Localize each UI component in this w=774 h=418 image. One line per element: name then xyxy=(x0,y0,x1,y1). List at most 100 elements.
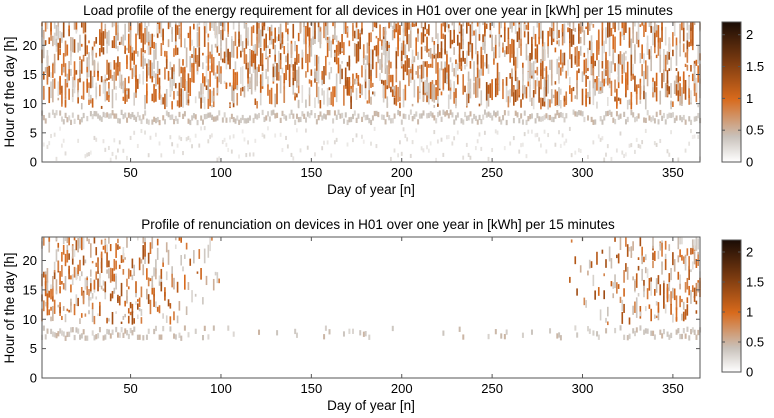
heatmap-cell xyxy=(585,300,587,308)
heatmap-cell xyxy=(140,48,143,67)
heatmap-cell xyxy=(173,311,175,321)
heatmap-cell xyxy=(100,251,103,259)
heatmap-cell xyxy=(324,325,327,331)
heatmap-cell xyxy=(52,79,54,90)
chart-2-xlabel: Day of year [n] xyxy=(327,398,415,413)
heatmap-cell xyxy=(60,116,63,122)
heatmap-cell xyxy=(623,270,625,283)
heatmap-cell xyxy=(162,97,164,105)
heatmap-cell xyxy=(169,87,172,95)
heatmap-cell xyxy=(225,49,228,70)
heatmap-cell xyxy=(127,315,130,324)
heatmap-cell xyxy=(133,92,136,106)
heatmap-cell xyxy=(136,314,139,320)
heatmap-cell xyxy=(75,267,78,281)
heatmap-cell xyxy=(158,305,161,314)
heatmap-cell xyxy=(70,298,72,313)
heatmap-cell xyxy=(634,330,637,337)
heatmap-cell xyxy=(418,74,421,92)
heatmap-cell xyxy=(682,43,685,53)
heatmap-cell xyxy=(261,22,264,27)
heatmap-cell xyxy=(183,69,186,89)
heatmap-cell xyxy=(164,50,166,57)
heatmap-cell xyxy=(281,32,284,45)
heatmap-cell xyxy=(498,116,501,122)
heatmap-cell xyxy=(554,142,557,147)
heatmap-cell xyxy=(493,22,495,28)
heatmap-cell xyxy=(77,297,79,307)
heatmap-cell xyxy=(494,37,497,59)
heatmap-cell xyxy=(572,86,575,92)
heatmap-cell xyxy=(637,292,640,297)
heatmap-cell xyxy=(279,53,282,64)
heatmap-cell xyxy=(536,112,539,119)
heatmap-cell xyxy=(666,331,669,337)
heatmap-cell xyxy=(180,22,183,37)
heatmap-cell xyxy=(86,115,89,122)
heatmap-cell xyxy=(368,90,371,104)
heatmap-cell xyxy=(355,133,358,138)
heatmap-cell xyxy=(471,43,474,59)
heatmap-cell xyxy=(122,113,125,120)
heatmap-cell xyxy=(431,37,434,43)
heatmap-cell xyxy=(465,50,468,67)
heatmap-cell xyxy=(518,88,521,95)
heatmap-cell xyxy=(691,285,694,292)
heatmap-cell xyxy=(108,268,110,279)
heatmap-cell xyxy=(442,22,445,27)
heatmap-cell xyxy=(138,74,141,84)
heatmap-cell xyxy=(97,61,99,71)
heatmap-cell xyxy=(48,309,51,316)
heatmap-cell xyxy=(310,69,313,76)
heatmap-cell xyxy=(455,64,457,78)
heatmap-cell xyxy=(77,138,80,143)
heatmap-cell xyxy=(165,51,168,59)
heatmap-cell xyxy=(122,148,125,153)
heatmap-cell xyxy=(99,47,101,57)
heatmap-cell xyxy=(516,112,519,118)
heatmap-cell xyxy=(384,119,387,125)
heatmap-cell xyxy=(643,23,645,37)
heatmap-cell xyxy=(485,93,488,109)
heatmap-cell xyxy=(82,292,85,305)
heatmap-cell xyxy=(165,242,168,253)
heatmap-cell xyxy=(397,109,400,116)
heatmap-cell xyxy=(610,27,613,37)
heatmap-cell xyxy=(117,148,119,153)
heatmap-cell xyxy=(131,112,134,118)
heatmap-cell xyxy=(55,110,58,116)
heatmap-cell xyxy=(118,295,121,306)
heatmap-cell xyxy=(446,67,448,79)
heatmap-cell xyxy=(612,34,615,50)
heatmap-cell xyxy=(158,281,161,286)
heatmap-cell xyxy=(670,83,672,97)
heatmap-cell xyxy=(115,155,118,160)
heatmap-cell xyxy=(619,51,622,65)
heatmap-cell xyxy=(592,330,595,336)
heatmap-cell xyxy=(80,22,83,28)
heatmap-cell xyxy=(42,271,45,278)
heatmap-cell xyxy=(455,59,457,65)
heatmap-cell xyxy=(547,30,549,47)
heatmap-cell xyxy=(641,64,643,77)
heatmap-cell xyxy=(180,76,183,88)
heatmap-cell xyxy=(390,61,392,69)
heatmap-cell xyxy=(455,115,458,121)
heatmap-cell xyxy=(663,283,665,297)
heatmap-cell xyxy=(697,238,700,250)
heatmap-cell xyxy=(223,112,226,118)
heatmap-cell xyxy=(254,98,257,106)
heatmap-cell xyxy=(211,104,213,108)
heatmap-cell xyxy=(625,50,627,54)
heatmap-cell xyxy=(292,80,295,95)
heatmap-cell xyxy=(248,115,251,121)
heatmap-cell xyxy=(615,111,618,117)
heatmap-cell xyxy=(328,97,331,105)
heatmap-cell xyxy=(475,47,477,55)
heatmap-cell xyxy=(281,147,284,153)
heatmap-cell xyxy=(151,237,154,249)
heatmap-cell xyxy=(502,79,504,100)
heatmap-cell xyxy=(659,284,662,296)
heatmap-cell xyxy=(577,110,580,116)
heatmap-cell xyxy=(102,111,105,118)
